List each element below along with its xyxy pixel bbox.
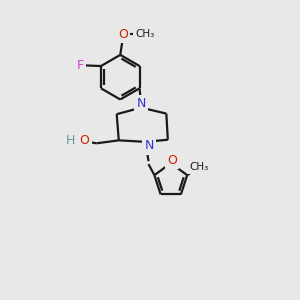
Text: N: N [144,140,154,152]
Text: F: F [77,59,84,72]
Text: O: O [118,28,128,40]
Text: N: N [136,97,146,110]
Text: H: H [66,134,75,147]
Text: CH₃: CH₃ [135,29,154,39]
Text: O: O [80,134,89,147]
Text: O: O [167,154,177,167]
Text: CH₃: CH₃ [190,162,209,172]
